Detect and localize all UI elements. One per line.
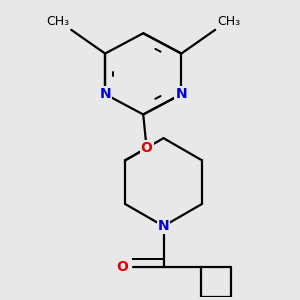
Text: O: O xyxy=(116,260,128,274)
Text: N: N xyxy=(176,87,187,101)
Text: N: N xyxy=(99,87,111,101)
Text: O: O xyxy=(141,141,153,155)
Text: CH₃: CH₃ xyxy=(46,15,70,28)
Text: CH₃: CH₃ xyxy=(217,15,240,28)
Text: N: N xyxy=(158,219,170,233)
